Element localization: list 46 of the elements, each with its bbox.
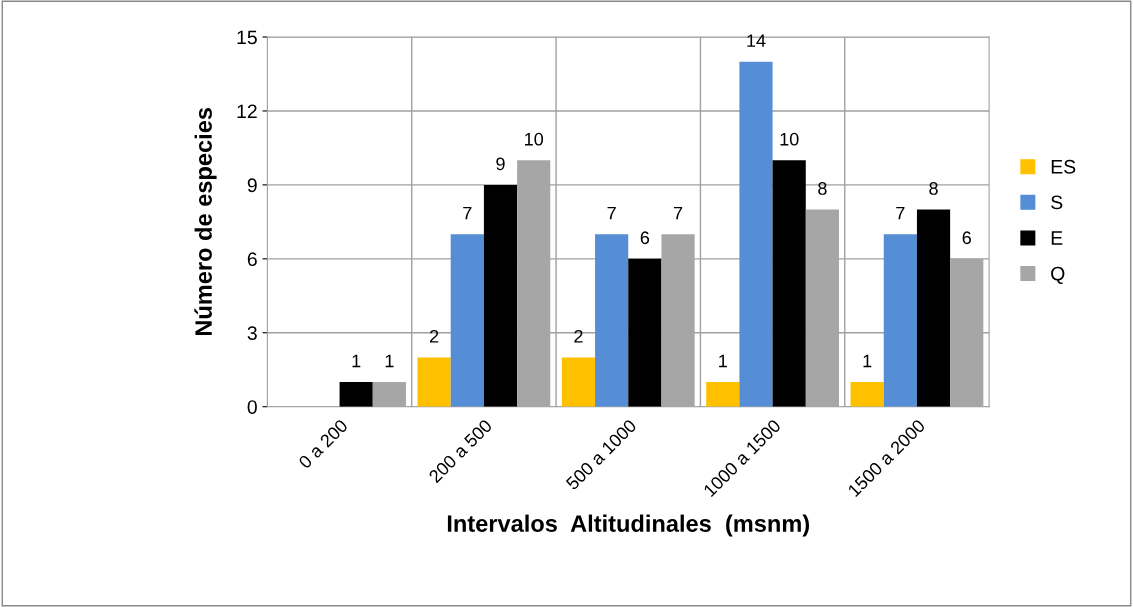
data-label: 9 (496, 157, 505, 171)
bar (417, 357, 451, 407)
data-label: 7 (607, 206, 616, 220)
data-label: 2 (574, 329, 583, 343)
x-tick-label: 200 a 500 (428, 418, 493, 484)
legend-label: E (1051, 231, 1063, 245)
bar (595, 234, 629, 407)
y-axis-title: Número de especies (194, 107, 217, 336)
data-label: 6 (962, 231, 971, 245)
y-tick-label: 15 (237, 30, 257, 45)
legend-label: S (1051, 195, 1063, 210)
bar (450, 234, 484, 407)
x-tick-label: 0 a 200 (297, 418, 349, 470)
data-label: 1 (352, 354, 361, 368)
bar (561, 357, 596, 407)
data-label: 8 (818, 182, 827, 195)
bar (739, 61, 773, 407)
data-label: 7 (673, 206, 683, 220)
data-label: 1 (719, 354, 727, 368)
y-tick-label: 9 (247, 178, 257, 193)
data-label: 1 (385, 354, 394, 368)
bar (916, 209, 951, 407)
bar (706, 382, 740, 407)
y-tick-label: 3 (247, 326, 257, 340)
data-label: 10 (780, 132, 799, 146)
bar (339, 382, 373, 407)
legend-label: Q (1051, 266, 1065, 284)
bar (483, 184, 518, 407)
y-tick-label: 6 (247, 252, 257, 267)
data-label: 10 (525, 132, 544, 146)
data-label: 1 (863, 354, 872, 368)
bar (772, 160, 806, 407)
y-tick-label: 12 (237, 104, 257, 119)
bar (883, 234, 917, 407)
x-axis-title: Intervalos Altitudinales (msnm) (447, 514, 810, 537)
data-label: 2 (429, 329, 439, 343)
y-tick-label: 0 (247, 400, 257, 414)
data-label: 8 (929, 182, 938, 195)
legend-label: ES (1051, 159, 1076, 174)
bar (850, 382, 884, 407)
data-label: 7 (896, 206, 905, 220)
data-label: 7 (463, 206, 472, 220)
data-label: 6 (640, 231, 650, 245)
bar (628, 258, 662, 407)
data-label: 14 (747, 34, 766, 47)
bar (372, 382, 406, 407)
